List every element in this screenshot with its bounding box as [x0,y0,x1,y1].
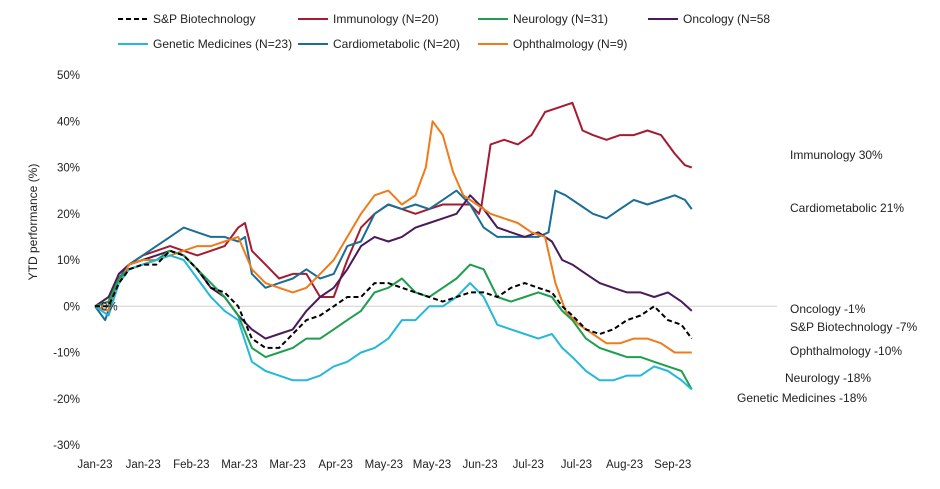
x-tick-label: Aug-23 [606,459,643,471]
legend-label-genetic-medicines-n-23: Genetic Medicines (N=23) [153,37,292,51]
x-tick-label: Mar-23 [269,459,305,471]
x-tick-label: Sep-23 [654,459,691,471]
x-axis: Jan-23 Jan-23 Feb-23 Mar-23 Mar-23 Apr-23 May-… [77,459,691,471]
y-tick-label: -30% [53,440,80,452]
series-line-immunology-n-20 [94,101,693,308]
y-tick-label: 20% [57,209,80,221]
x-tick-label: May-23 [413,459,451,471]
series-line-genetic-medicines-n-23 [94,254,693,391]
x-tick-label: Jan-23 [77,459,112,471]
legend-label-sandp-biotechnology: S&P Biotechnology [153,12,256,26]
legend-label-oncology-n-58: Oncology (N=58 [683,12,770,26]
y-axis: 50% 40% 30% 20% 10% 0% -10% -20% -30% [53,70,80,452]
y-tick-label: 50% [57,70,80,82]
legend-label-immunology-n-20: Immunology (N=20) [333,12,439,26]
series-line-cardiometabolic-n-20 [94,189,693,322]
y-tick-label: 40% [57,116,80,128]
end-label-cardiometabolic-n-20: Cardiometabolic 21% [790,201,904,215]
end-labels: S&P Biotechnology -7% Immunology 30% Neuro… [737,148,918,405]
end-label-ophthalmology-n-9: Ophthalmology -10% [790,344,902,358]
x-tick-label: Mar-23 [221,459,257,471]
legend-label-neurology-n-31: Neurology (N=31) [513,12,608,26]
x-tick-label: Jun-23 [463,459,498,471]
origin-label: 0% [101,301,118,313]
y-axis-label: YTD performance (%) [26,164,40,281]
legend-label-cardiometabolic-n-20: Cardiometabolic (N=20) [333,37,460,51]
series-line-sandp-biotechnology [95,249,693,349]
y-tick-label: -10% [53,348,80,360]
x-tick-label: Jan-23 [126,459,161,471]
end-label-immunology-n-20: Immunology 30% [790,148,883,162]
x-tick-label: May-23 [365,459,403,471]
end-label-oncology-n-58: Oncology -1% [790,302,866,316]
x-tick-label: Jul-23 [513,459,544,471]
end-label-genetic-medicines-n-23: Genetic Medicines -18% [737,391,867,405]
y-tick-label: 10% [57,255,80,267]
y-tick-label: 0% [63,301,80,313]
series-lines: 0% [94,101,693,391]
series-line-neurology-n-31 [94,249,693,390]
y-tick-label: 30% [57,163,80,175]
series-line-ophthalmology-n-9 [94,120,692,354]
x-tick-label: Feb-23 [173,459,209,471]
legend: S&P Biotechnology Immunology (N=20) Neurol… [118,12,770,51]
x-tick-label: Apr-23 [318,459,353,471]
y-tick-label: -20% [53,394,80,406]
legend-label-ophthalmology-n-9: Ophthalmology (N=9) [513,37,627,51]
end-label-neurology-n-31: Neurology -18% [785,371,871,385]
end-label-sandp-biotechnology: S&P Biotechnology -7% [790,320,918,334]
x-tick-label: Jul-23 [561,459,592,471]
